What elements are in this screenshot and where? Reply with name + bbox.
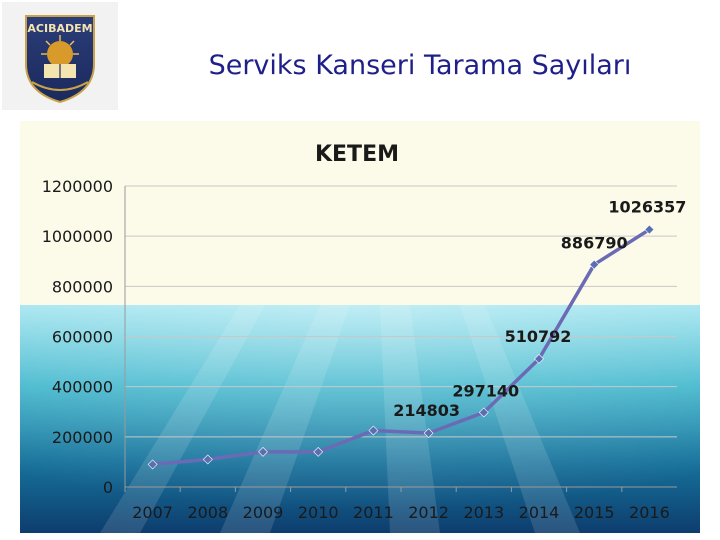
y-tick-label: 200000	[52, 428, 113, 447]
chart-svg: KETEM 0 200000 400000 600000 800000 1000000 12…	[20, 121, 700, 533]
data-point	[534, 353, 544, 364]
y-tick-label: 1000000	[42, 227, 113, 246]
x-tick-label: 2013	[463, 503, 504, 522]
data-label: 510792	[505, 327, 572, 346]
x-tick-label: 2016	[629, 503, 670, 522]
data-point	[258, 446, 268, 457]
x-tick-label: 2007	[132, 503, 173, 522]
data-label: 297140	[452, 381, 519, 400]
x-tick-label: 2009	[243, 503, 284, 522]
data-point	[368, 425, 379, 436]
y-axis-ticks: 0 200000 400000 600000 800000 1000000 1200000	[42, 177, 113, 497]
x-tick-label: 2011	[353, 503, 394, 522]
logo-text: ACIBADEM	[27, 22, 92, 35]
data-label: 1026357	[608, 198, 686, 217]
water-light-glow	[20, 305, 700, 533]
series-line	[152, 228, 651, 467]
y-tick-label: 600000	[52, 328, 113, 347]
chart-series	[147, 224, 655, 470]
x-tick-label: 2010	[298, 503, 339, 522]
data-point	[202, 454, 213, 465]
acibadem-logo: ACIBADEM	[2, 2, 118, 110]
data-point	[589, 259, 600, 270]
ketem-line-chart: KETEM 0 200000 400000 600000 800000 1000000 12…	[20, 121, 700, 533]
slide-title: Serviks Kanseri Tarama Sayıları	[208, 50, 632, 81]
y-tick-label: 400000	[52, 378, 113, 397]
data-point	[147, 459, 158, 470]
data-label: 886790	[561, 234, 628, 253]
x-axis-ticks: 2007 2008 2009 2010 2011 2012 2013 2014 2015 2016	[132, 503, 670, 522]
x-tick-label: 2008	[187, 503, 228, 522]
data-point	[644, 224, 655, 235]
data-point	[423, 428, 434, 439]
data-point	[313, 446, 324, 457]
x-tick-label: 2015	[574, 503, 615, 522]
y-tick-label: 0	[103, 478, 113, 497]
y-tick-label: 800000	[52, 277, 113, 296]
x-tick-label: 2012	[408, 503, 449, 522]
data-label: 214803	[393, 401, 460, 420]
y-tick-label: 1200000	[42, 177, 113, 196]
x-tick-label: 2014	[519, 503, 560, 522]
chart-title: KETEM	[315, 142, 399, 167]
data-point	[478, 407, 489, 418]
water-light-rays	[100, 305, 580, 533]
chart-gridlines	[124, 185, 677, 492]
